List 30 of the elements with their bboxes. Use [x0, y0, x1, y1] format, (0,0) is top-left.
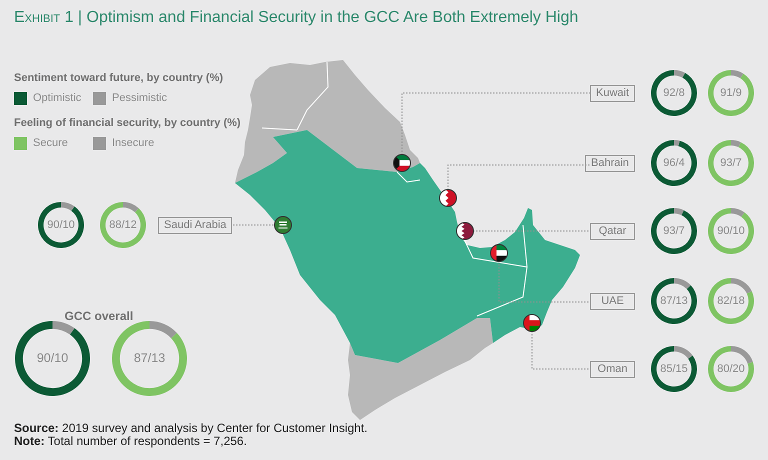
text: 93/7	[720, 157, 742, 170]
chart-title: GCC overall	[64, 308, 134, 324]
text: 91/9	[720, 87, 742, 100]
text: Kuwait	[590, 84, 636, 102]
legend-title: Sentiment toward future, by country (%)	[14, 71, 224, 85]
text: Exhibit 1 | Optimism and Financial Security in the GCC Are Both Extremely High	[14, 9, 578, 26]
legend-label: Secure	[33, 136, 68, 150]
text: Bahrain	[585, 154, 635, 172]
source-note: Source: 2019 survey and analysis by Center for Customer Insight.	[14, 421, 368, 435]
text: 96/4	[663, 157, 685, 170]
text: 90/10	[36, 350, 68, 364]
legend-title: Feeling of financial security, by country (%)	[14, 116, 241, 130]
text: 80/20	[717, 363, 745, 376]
text: Saudi Arabia	[158, 216, 232, 234]
text: Note: Total number of respondents = 7,256.	[14, 434, 247, 448]
text: 90/10	[717, 225, 745, 238]
text: 93/7	[663, 225, 685, 238]
text: 82/18	[717, 295, 745, 308]
text: Qatar	[590, 222, 635, 240]
legend-label: Optimistic	[33, 91, 82, 105]
text: 87/13	[133, 350, 165, 364]
text: 85/15	[660, 363, 688, 376]
text: 87/13	[660, 295, 688, 308]
text: Oman	[590, 360, 635, 378]
text: 90/10	[47, 219, 75, 232]
legend-label: Insecure	[112, 136, 154, 150]
text: UAE	[590, 292, 635, 310]
text: 88/12	[109, 219, 137, 232]
text: 92/8	[663, 87, 685, 100]
legend-label: Pessimistic	[112, 91, 168, 105]
